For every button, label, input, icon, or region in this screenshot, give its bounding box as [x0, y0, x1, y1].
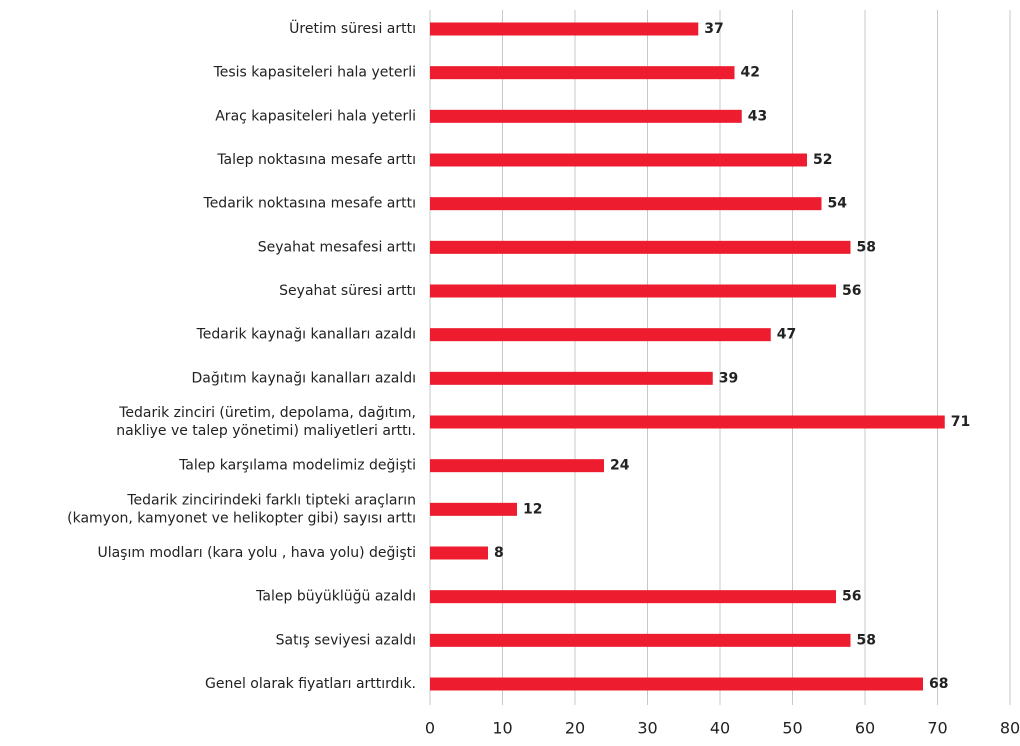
data-label: 58	[857, 239, 876, 255]
category-label: Üretim süresi arttı	[289, 19, 416, 37]
data-label: 71	[951, 414, 970, 430]
bar	[430, 590, 836, 604]
x-tick-label: 50	[782, 719, 802, 738]
x-tick-label: 10	[492, 719, 512, 738]
bar	[430, 502, 517, 516]
x-tick-label: 80	[1000, 719, 1020, 738]
category-label: Seyahat süresi arttı	[279, 283, 416, 299]
category-label: Tedarik zinciri (üretim, depolama, dağıt…	[116, 405, 416, 439]
data-label: 56	[842, 589, 861, 605]
data-label: 68	[929, 676, 948, 692]
data-label: 42	[741, 65, 760, 81]
bar	[430, 66, 735, 80]
category-label: Tedarik zincirindeki farklı tipteki araç…	[67, 492, 416, 526]
bar	[430, 109, 742, 123]
x-tick-label: 20	[565, 719, 585, 738]
data-label: 24	[610, 458, 630, 474]
category-label: Talep noktasına mesafe arttı	[216, 152, 416, 168]
x-tick-label: 40	[710, 719, 730, 738]
data-label: 37	[704, 21, 723, 37]
bar	[430, 153, 807, 167]
bar	[430, 633, 851, 647]
data-label: 54	[828, 196, 848, 212]
category-label: Seyahat mesafesi arttı	[258, 239, 416, 255]
bar	[430, 284, 836, 298]
category-label: Satış seviyesi azaldı	[276, 632, 416, 648]
bar	[430, 197, 822, 211]
data-label: 39	[719, 370, 738, 386]
data-label: 43	[748, 108, 767, 124]
category-label: Tesis kapasiteleri hala yeterli	[213, 65, 416, 81]
x-tick-label: 0	[425, 719, 435, 738]
bar	[430, 546, 488, 560]
category-label: Talep karşılama modelimiz değişti	[178, 458, 416, 474]
bar	[430, 677, 923, 691]
data-label: 52	[813, 152, 832, 168]
x-tick-label: 30	[637, 719, 657, 738]
category-label: Tedarik kaynağı kanalları azaldı	[196, 327, 416, 343]
category-label: Genel olarak fiyatları arttırdık.	[205, 676, 416, 692]
x-tick-label: 70	[927, 719, 947, 738]
bar	[430, 371, 713, 385]
data-label: 8	[494, 545, 504, 561]
data-label: 58	[857, 632, 876, 648]
bar	[430, 22, 699, 36]
x-tick-label: 60	[855, 719, 875, 738]
bar	[430, 459, 604, 473]
category-label: Talep büyüklüğü azaldı	[255, 589, 416, 605]
data-label: 12	[523, 501, 542, 517]
category-label: Ulaşım modları (kara yolu , hava yolu) d…	[97, 545, 416, 561]
category-label: Tedarik noktasına mesafe arttı	[203, 196, 416, 212]
bar	[430, 415, 945, 429]
category-label: Araç kapasiteleri hala yeterli	[215, 108, 416, 124]
data-label: 47	[777, 327, 796, 343]
category-label: Dağıtım kaynağı kanalları azaldı	[191, 370, 416, 386]
bar	[430, 328, 771, 342]
data-label: 56	[842, 283, 861, 299]
bar	[430, 240, 851, 254]
